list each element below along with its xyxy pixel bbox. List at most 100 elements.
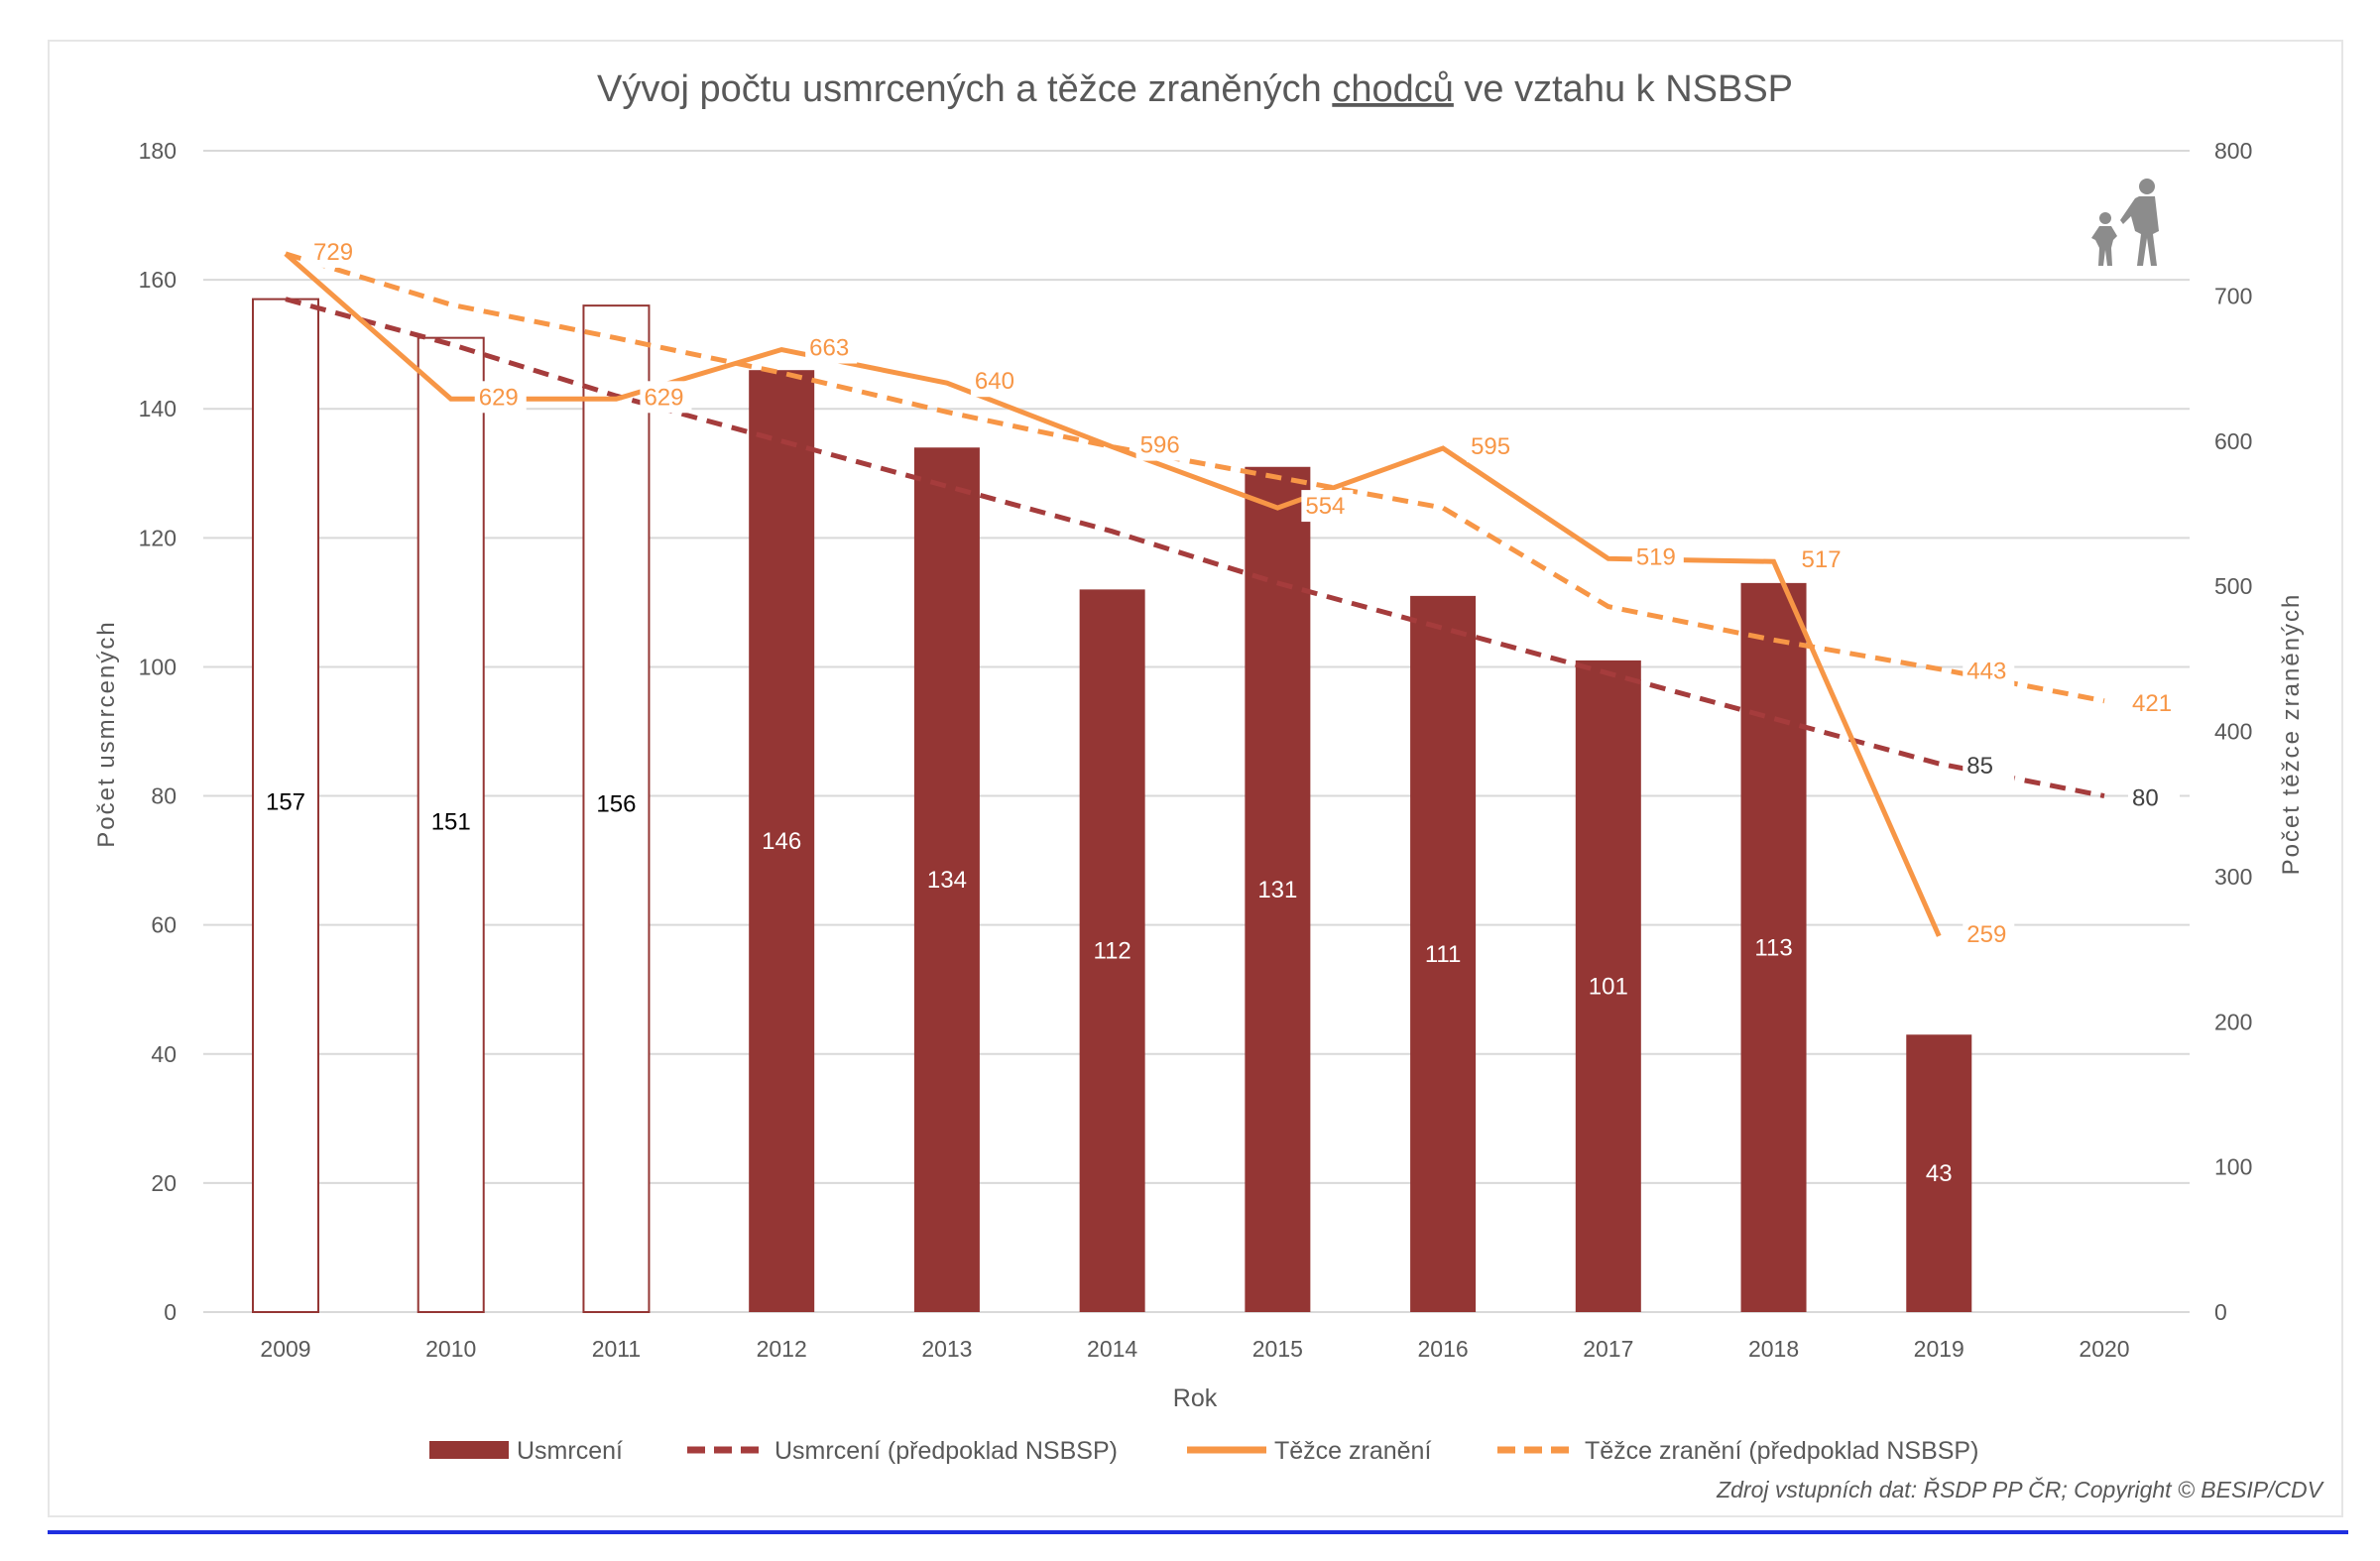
label-bg	[309, 235, 361, 268]
x-tick-label: 2015	[1252, 1336, 1303, 1362]
bar-2017	[1575, 660, 1641, 1312]
x-axis-title: Rok	[1173, 1384, 1218, 1412]
bar-label: 157	[266, 789, 305, 816]
y-tick-label: 180	[139, 138, 177, 164]
bottom-divider	[48, 1530, 2348, 1534]
line-label: 519	[1636, 543, 1676, 570]
label-bg	[1797, 543, 1849, 576]
x-tick-label: 2016	[1418, 1336, 1469, 1362]
y2-tick-label: 700	[2214, 283, 2252, 308]
x-tick-label: 2013	[921, 1336, 972, 1362]
y2-tick-label: 500	[2214, 573, 2252, 599]
bar-2018	[1740, 582, 1807, 1312]
x-tick-label: 2020	[2079, 1336, 2129, 1362]
bar-2015	[1245, 466, 1311, 1312]
label-bg	[1963, 655, 2015, 687]
bar-label: 111	[1425, 941, 1461, 968]
y-tick-label: 80	[151, 783, 177, 809]
label-bg	[640, 381, 692, 414]
legend-label: Usmrcení (předpoklad NSBSP)	[774, 1437, 1118, 1465]
line-label: 554	[1305, 493, 1345, 520]
y2-tick-label: 0	[2214, 1299, 2227, 1325]
label-bg	[1135, 428, 1188, 461]
bar-label: 101	[1589, 973, 1628, 1000]
bar-label: 113	[1754, 934, 1792, 961]
bar-label: 151	[431, 809, 471, 836]
line-label: 517	[1802, 546, 1842, 573]
line-label: 640	[975, 368, 1014, 395]
bar-2013	[913, 447, 980, 1312]
x-tick-label: 2017	[1583, 1336, 1633, 1362]
label-bg	[1963, 917, 2015, 950]
bar-2014	[1079, 589, 1145, 1312]
y2-tick-label: 100	[2214, 1154, 2252, 1180]
bar-2016	[1410, 595, 1477, 1312]
legend: Usmrcení Usmrcení (předpoklad NSBSP) Těžce…	[429, 1437, 1978, 1465]
label-bg	[1301, 490, 1354, 523]
y-tick-label: 40	[151, 1041, 177, 1067]
y2-tick-label: 400	[2214, 719, 2252, 745]
y-axis-title: Počet usmrcených	[93, 620, 120, 847]
y-tick-label: 160	[139, 267, 177, 293]
chart-frame	[48, 40, 2343, 1517]
bar-2009	[252, 298, 319, 1313]
line-label: 421	[2132, 690, 2172, 717]
line-label: 629	[479, 384, 519, 411]
y-tick-label: 120	[139, 525, 177, 550]
line-label: 595	[1471, 433, 1510, 460]
legend-label: Těžce zranění (předpoklad NSBSP)	[1585, 1437, 1978, 1465]
bar-label: 156	[596, 791, 636, 818]
label-bg	[970, 365, 1022, 398]
y2-tick-label: 800	[2214, 138, 2252, 164]
x-tick-label: 2019	[1914, 1336, 1964, 1362]
line-t-ce-zran-n-p-edpoklad-nsbsp-	[285, 251, 2105, 704]
line-label: 596	[1140, 432, 1180, 459]
legend-swatch-bar	[429, 1441, 509, 1459]
y-tick-label: 20	[151, 1170, 177, 1196]
y-tick-label: 100	[139, 654, 177, 679]
y2-tick-label: 200	[2214, 1009, 2252, 1034]
label-bg	[805, 331, 858, 364]
bar-2019	[1906, 1034, 1972, 1312]
line-label: 259	[1966, 921, 2006, 948]
line-label: 663	[809, 335, 849, 362]
label-bg	[1467, 430, 1519, 463]
y-tick-label: 60	[151, 912, 177, 938]
x-tick-label: 2012	[757, 1336, 807, 1362]
y-tick-label: 140	[139, 396, 177, 421]
label-bg	[1631, 540, 1684, 573]
source-note: Zdroj vstupních dat: ŘSDP PP ČR; Copyrig…	[1716, 1476, 2325, 1502]
bar-label: 146	[762, 828, 801, 855]
label-bg	[1963, 750, 2015, 782]
line-usmrcen-p-edpoklad-nsbsp-	[285, 297, 2105, 799]
bar-label: 43	[1926, 1160, 1953, 1187]
chart-title: Vývoj počtu usmrcených a těžce zraněných…	[597, 68, 1793, 110]
y2-tick-label: 300	[2214, 864, 2252, 890]
label-bg	[2128, 781, 2180, 814]
legend-label: Těžce zranění	[1274, 1437, 1431, 1465]
bar-label: 134	[927, 867, 967, 894]
bar-label: 131	[1257, 877, 1297, 903]
legend-label: Usmrcení	[517, 1437, 623, 1465]
y-tick-label: 0	[164, 1299, 177, 1325]
pedestrian-adult-child-icon	[2091, 179, 2159, 266]
line-label: 443	[1966, 659, 2006, 685]
bar-2010	[416, 336, 485, 1313]
y2-axis-title: Počet těžce zraněných	[2278, 593, 2305, 876]
line-label: 85	[1966, 753, 1993, 780]
bar-label: 112	[1094, 938, 1131, 965]
line-label: 729	[313, 239, 353, 266]
x-tick-label: 2010	[425, 1336, 476, 1362]
x-tick-label: 2018	[1748, 1336, 1799, 1362]
bar-2012	[749, 370, 815, 1312]
x-tick-label: 2014	[1087, 1336, 1137, 1362]
x-tick-label: 2009	[260, 1336, 310, 1362]
x-tick-label: 2011	[592, 1336, 641, 1362]
line-label: 80	[2132, 785, 2159, 812]
y2-tick-label: 600	[2214, 428, 2252, 454]
line-label: 629	[644, 384, 683, 411]
label-bg	[2128, 686, 2180, 719]
bar-2011	[582, 304, 651, 1313]
label-bg	[474, 381, 527, 414]
